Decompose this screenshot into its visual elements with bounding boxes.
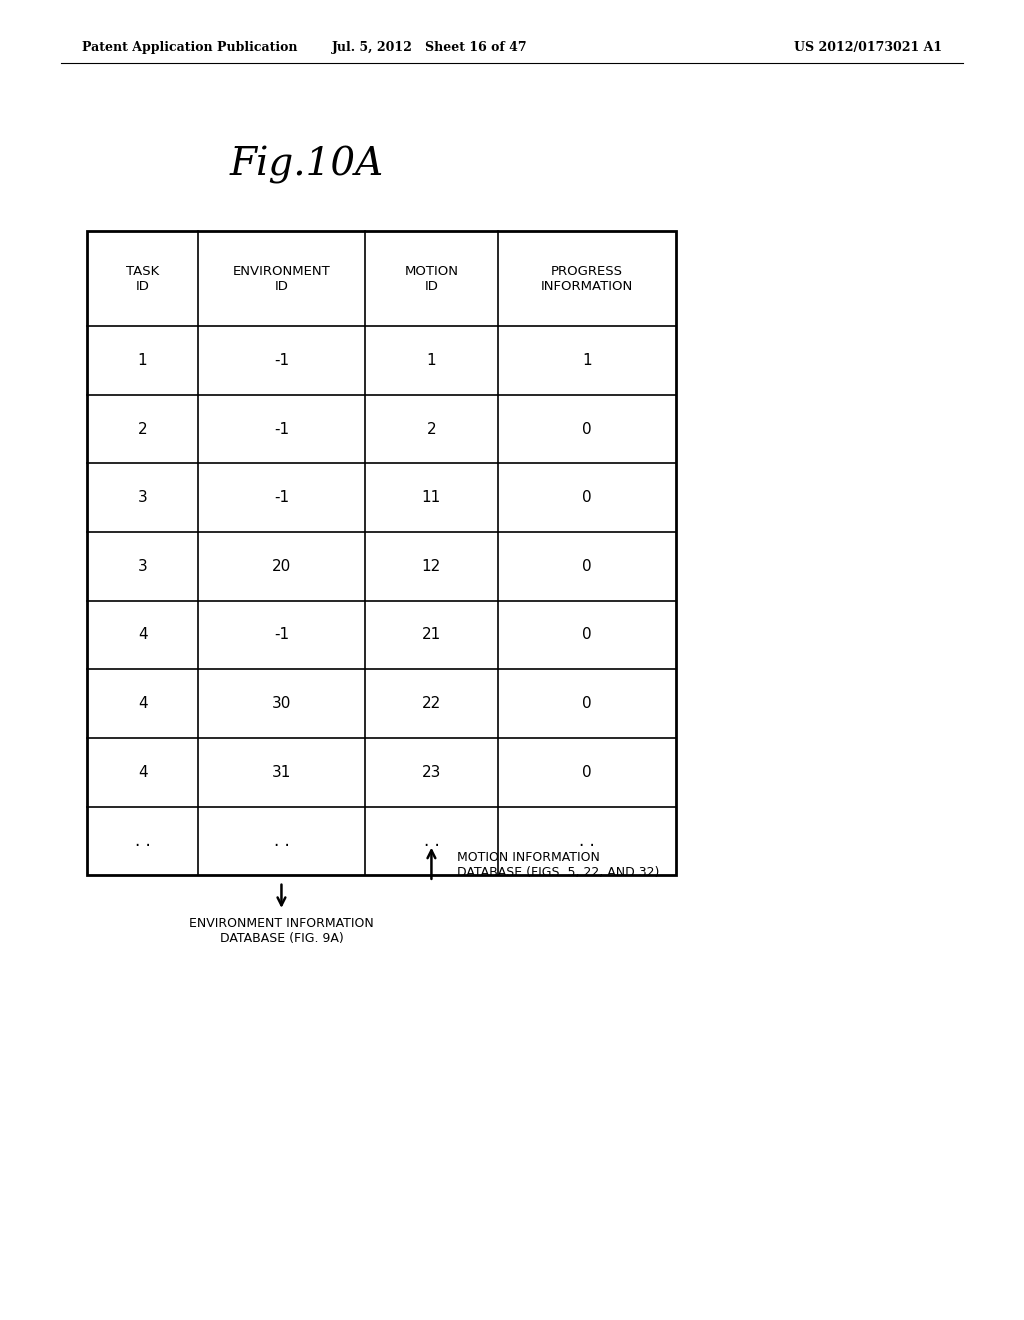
Text: 21: 21 bbox=[422, 627, 441, 643]
Text: 20: 20 bbox=[271, 558, 291, 574]
Text: ENVIRONMENT INFORMATION
DATABASE (FIG. 9A): ENVIRONMENT INFORMATION DATABASE (FIG. 9… bbox=[189, 917, 374, 945]
Text: 0: 0 bbox=[583, 627, 592, 643]
Text: 0: 0 bbox=[583, 421, 592, 437]
Text: 3: 3 bbox=[137, 490, 147, 506]
Text: 0: 0 bbox=[583, 696, 592, 711]
Text: -1: -1 bbox=[273, 490, 289, 506]
Text: 12: 12 bbox=[422, 558, 441, 574]
Text: 4: 4 bbox=[138, 764, 147, 780]
Text: 2: 2 bbox=[138, 421, 147, 437]
Text: -1: -1 bbox=[273, 421, 289, 437]
Text: MOTION
ID: MOTION ID bbox=[404, 264, 459, 293]
Text: 4: 4 bbox=[138, 627, 147, 643]
Text: 22: 22 bbox=[422, 696, 441, 711]
Text: 0: 0 bbox=[583, 558, 592, 574]
Text: 1: 1 bbox=[583, 352, 592, 368]
Text: 0: 0 bbox=[583, 764, 592, 780]
Bar bbox=[87, 231, 676, 875]
Text: . .: . . bbox=[273, 832, 290, 850]
Text: 4: 4 bbox=[138, 696, 147, 711]
Text: . .: . . bbox=[424, 832, 439, 850]
Text: 1: 1 bbox=[138, 352, 147, 368]
Text: 11: 11 bbox=[422, 490, 441, 506]
Text: 3: 3 bbox=[137, 558, 147, 574]
Text: -1: -1 bbox=[273, 352, 289, 368]
Text: Jul. 5, 2012   Sheet 16 of 47: Jul. 5, 2012 Sheet 16 of 47 bbox=[332, 41, 528, 54]
Text: PROGRESS
INFORMATION: PROGRESS INFORMATION bbox=[541, 264, 633, 293]
Text: MOTION INFORMATION
DATABASE (FIGS. 5, 22, AND 32): MOTION INFORMATION DATABASE (FIGS. 5, 22… bbox=[457, 851, 659, 879]
Text: -1: -1 bbox=[273, 627, 289, 643]
Text: TASK
ID: TASK ID bbox=[126, 264, 159, 293]
Text: 30: 30 bbox=[271, 696, 291, 711]
Text: 0: 0 bbox=[583, 490, 592, 506]
Text: Fig.10A: Fig.10A bbox=[230, 147, 384, 183]
Text: Patent Application Publication: Patent Application Publication bbox=[82, 41, 297, 54]
Text: . .: . . bbox=[135, 832, 151, 850]
Text: 1: 1 bbox=[427, 352, 436, 368]
Text: 2: 2 bbox=[427, 421, 436, 437]
Text: 31: 31 bbox=[271, 764, 291, 780]
Text: . .: . . bbox=[580, 832, 595, 850]
Text: US 2012/0173021 A1: US 2012/0173021 A1 bbox=[794, 41, 942, 54]
Text: ENVIRONMENT
ID: ENVIRONMENT ID bbox=[232, 264, 331, 293]
Text: 23: 23 bbox=[422, 764, 441, 780]
